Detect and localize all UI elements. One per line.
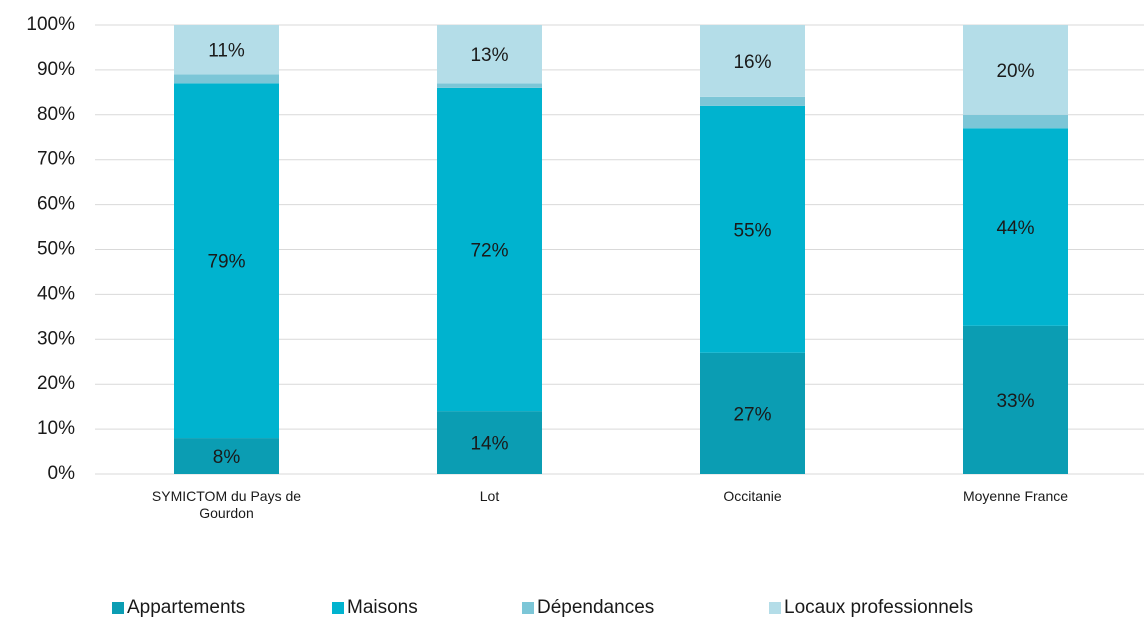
legend-item: Dépendances <box>522 597 654 619</box>
legend-swatch <box>522 602 534 614</box>
x-tick-label: Occitanie <box>723 488 782 504</box>
bar-segment <box>700 96 805 106</box>
bar-segment <box>437 87 542 412</box>
x-tick-label: Lot <box>479 488 500 504</box>
legend-item: Locaux professionnels <box>769 597 973 619</box>
data-label: 55% <box>733 220 771 241</box>
data-label: 13% <box>470 45 508 66</box>
y-tick-label: 10% <box>37 418 75 439</box>
x-tick-label: SYMICTOM du Pays de Gourdon <box>151 488 302 521</box>
bar-segment <box>963 325 1068 474</box>
data-label: 8% <box>213 447 241 468</box>
bar-segment <box>963 114 1068 129</box>
bar-segment <box>174 83 279 439</box>
y-tick-label: 70% <box>37 149 75 170</box>
bar-segment <box>437 25 542 84</box>
data-label: 72% <box>470 241 508 262</box>
legend-swatch <box>769 602 781 614</box>
x-tick-label: Moyenne France <box>962 488 1069 504</box>
y-tick-label: 20% <box>37 373 75 394</box>
data-label: 20% <box>996 61 1034 82</box>
bar-segment <box>174 438 279 474</box>
data-label: 27% <box>733 404 771 425</box>
legend-label: Appartements <box>127 597 246 618</box>
data-label: 14% <box>470 434 508 455</box>
legend-swatch <box>112 602 124 614</box>
y-tick-label: 80% <box>37 104 75 125</box>
bar-segment <box>963 25 1068 115</box>
legend-swatch <box>332 602 344 614</box>
bar-segment <box>174 25 279 75</box>
data-label: 16% <box>733 52 771 73</box>
y-tick-label: 40% <box>37 283 75 304</box>
bar-segment <box>437 411 542 474</box>
bar-segment <box>963 128 1068 326</box>
bar-segment <box>174 74 279 84</box>
y-tick-label: 90% <box>37 59 75 80</box>
legend-label: Maisons <box>347 597 418 618</box>
bar-segment <box>700 352 805 474</box>
legend-label: Dépendances <box>537 597 655 618</box>
data-label: 44% <box>996 218 1034 239</box>
data-label: 79% <box>207 252 245 273</box>
y-tick-label: 30% <box>37 328 75 349</box>
bar-segment <box>700 105 805 353</box>
legend-label: Locaux professionnels <box>784 597 974 618</box>
y-tick-label: 0% <box>48 463 76 484</box>
data-label: 33% <box>996 391 1034 412</box>
legend-item: Appartements <box>112 597 245 619</box>
data-label: 11% <box>208 41 245 62</box>
y-tick-label: 60% <box>37 194 75 215</box>
bar-segment <box>437 83 542 88</box>
bar-segment <box>700 25 805 97</box>
y-tick-label: 100% <box>26 14 75 35</box>
y-tick-label: 50% <box>37 239 75 260</box>
legend-item: Maisons <box>332 597 418 619</box>
